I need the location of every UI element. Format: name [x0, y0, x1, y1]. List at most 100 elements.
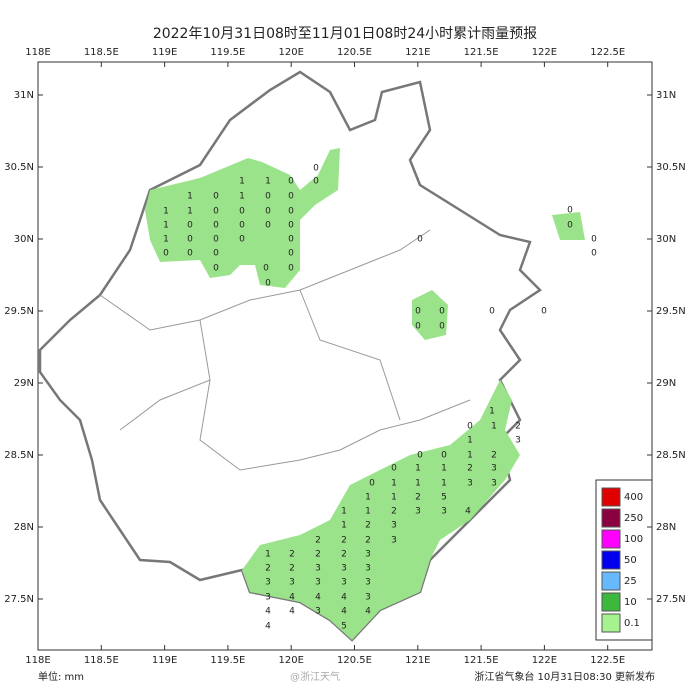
station-value: 0: [163, 249, 169, 259]
footer: 浙江省气象台 10月31日08:30 更新发布: [474, 670, 655, 683]
station-value: 1: [341, 507, 347, 517]
station-value: 0: [288, 264, 294, 274]
station-value: 2: [415, 493, 421, 503]
station-value: 1: [489, 407, 495, 417]
station-value: 0: [213, 264, 219, 274]
station-value: 0: [239, 207, 245, 217]
lon-label-bottom: 120E: [278, 655, 303, 666]
station-value: 3: [341, 564, 347, 574]
lon-label-bottom: 119.5E: [210, 655, 245, 666]
lat-label-right: 31N: [656, 90, 676, 101]
lon-label-top: 118.5E: [84, 47, 119, 58]
station-value: 1: [265, 177, 271, 187]
lon-label-top: 122E: [532, 47, 557, 58]
station-value: 4: [465, 507, 471, 517]
station-value: 1: [441, 464, 447, 474]
legend-label: 50: [624, 555, 637, 566]
station-value: 0: [288, 177, 294, 187]
station-value: 4: [265, 607, 271, 617]
station-value: 3: [365, 550, 371, 560]
station-value: 0: [467, 422, 473, 432]
lat-label-left: 29.5N: [4, 306, 34, 317]
station-value: 0: [541, 307, 547, 317]
legend-label: 250: [624, 513, 643, 524]
station-value: 0: [187, 249, 193, 259]
station-value: 3: [441, 507, 447, 517]
legend-label: 100: [624, 534, 643, 545]
lon-label-bottom: 120.5E: [337, 655, 372, 666]
station-value: 0: [313, 177, 319, 187]
legend-swatch: [601, 529, 621, 549]
unit: 单位: mm: [38, 670, 84, 683]
station-value: 0: [265, 221, 271, 231]
lon-label-bottom: 118E: [25, 655, 50, 666]
lat-label-right: 28N: [656, 522, 676, 533]
station-value: 1: [441, 479, 447, 489]
station-value: 1: [415, 479, 421, 489]
lat-label-right: 27.5N: [656, 594, 686, 605]
lon-label-bottom: 119E: [152, 655, 177, 666]
station-value: 1: [391, 479, 397, 489]
lat-label-right: 29N: [656, 378, 676, 389]
station-value: 5: [341, 622, 347, 632]
station-value: 2: [491, 451, 497, 461]
station-value: 2: [315, 536, 321, 546]
station-value: 0: [591, 235, 597, 245]
station-value: 0: [213, 221, 219, 231]
station-value: 3: [391, 521, 397, 531]
lat-label-right: 28.5N: [656, 450, 686, 461]
legend-swatch: [601, 487, 621, 507]
station-value: 0: [187, 221, 193, 231]
station-value: 2: [289, 564, 295, 574]
station-value: 3: [365, 578, 371, 588]
station-value: 4: [289, 593, 295, 603]
station-value: 1: [239, 192, 245, 202]
legend-swatch: [601, 592, 621, 612]
station-value: 0: [489, 307, 495, 317]
legend: 400 250 100 50 25 10 0.1: [595, 479, 653, 641]
lon-label-bottom: 122.5E: [590, 655, 625, 666]
station-value: 0: [265, 192, 271, 202]
station-value: 3: [491, 464, 497, 474]
station-value: 3: [491, 479, 497, 489]
station-value: 3: [415, 507, 421, 517]
station-value: 4: [365, 607, 371, 617]
station-value: 0: [313, 164, 319, 174]
station-value: 0: [288, 235, 294, 245]
station-value: 1: [365, 507, 371, 517]
lat-label-left: 28.5N: [4, 450, 34, 461]
station-value: 0: [415, 307, 421, 317]
station-value: 0: [213, 207, 219, 217]
legend-label: 25: [624, 576, 637, 587]
station-value: 2: [391, 507, 397, 517]
station-value: 3: [315, 578, 321, 588]
station-value: 1: [163, 235, 169, 245]
lon-label-top: 121.5E: [464, 47, 499, 58]
legend-label: 400: [624, 492, 643, 503]
station-value: 0: [288, 207, 294, 217]
station-value: 3: [289, 578, 295, 588]
station-value: 1: [365, 493, 371, 503]
station-value: 0: [439, 307, 445, 317]
station-value: 1: [415, 464, 421, 474]
station-value: 1: [187, 192, 193, 202]
station-value: 0: [265, 279, 271, 289]
station-value: 3: [265, 578, 271, 588]
station-value: 3: [341, 578, 347, 588]
station-value: 0: [288, 221, 294, 231]
lon-label-bottom: 121E: [405, 655, 430, 666]
station-value: 0: [187, 235, 193, 245]
station-value: 0: [213, 235, 219, 245]
lat-label-left: 30N: [14, 234, 34, 245]
station-value: 2: [341, 536, 347, 546]
station-value: 4: [341, 593, 347, 603]
station-value: 0: [441, 451, 447, 461]
station-value: 0: [415, 322, 421, 332]
station-value: 0: [213, 249, 219, 259]
station-value: 1: [239, 177, 245, 187]
station-value: 2: [265, 564, 271, 574]
lon-label-top: 120E: [278, 47, 303, 58]
station-value: 2: [315, 550, 321, 560]
legend-swatch: [601, 571, 621, 591]
